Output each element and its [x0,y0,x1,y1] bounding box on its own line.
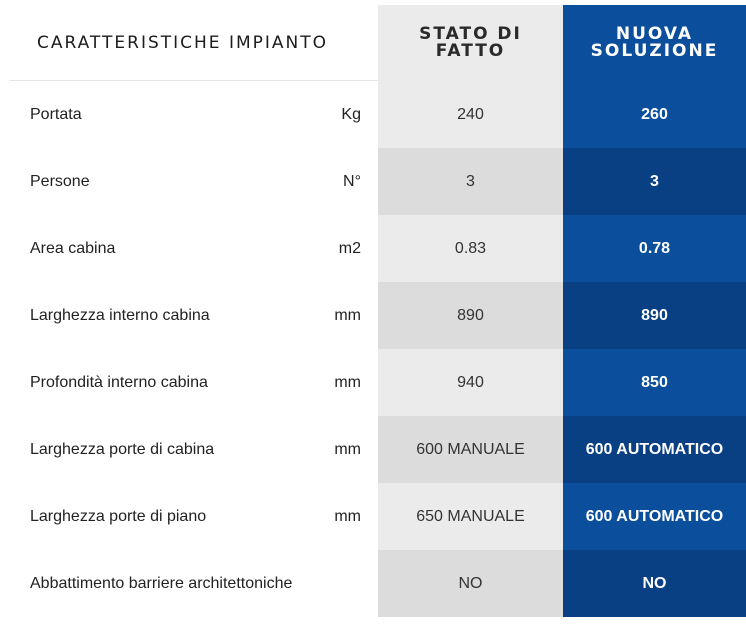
row-old-value: 940 [378,349,563,416]
table-row: Portata Kg 240 260 [0,81,746,148]
row-name: Larghezza porte di piano [30,508,207,525]
row-name: Larghezza interno cabina [30,307,210,324]
row-old-value: 3 [378,148,563,215]
row-unit: N° [343,173,361,190]
table-row: Larghezza porte di cabina mm 600 MANUALE… [0,416,746,483]
row-new-value: 0.78 [563,215,746,282]
row-new-value: 600 AUTOMATICO [563,483,746,550]
row-unit: mm [334,307,361,324]
row-new-value: 3 [563,148,746,215]
table-row: Profondità interno cabina mm 940 850 [0,349,746,416]
row-unit [300,550,361,617]
row-old-value: 890 [378,282,563,349]
row-unit: mm [334,441,361,458]
row-new-value: 890 [563,282,746,349]
table-row: Persone N° 3 3 [0,148,746,215]
row-unit: Kg [341,106,361,123]
table-row: Larghezza interno cabina mm 890 890 [0,282,746,349]
table-row: Area cabina m2 0.83 0.78 [0,215,746,282]
row-name: Area cabina [30,240,116,257]
header-label-cell: CARATTERISTICHE IMPIANTO [10,5,378,81]
row-name: Portata [30,106,82,123]
row-old-value: 600 MANUALE [378,416,563,483]
row-name: Persone [30,173,90,190]
row-name: Larghezza porte di cabina [30,441,215,458]
row-old-value: 650 MANUALE [378,483,563,550]
row-new-value: 260 [563,81,746,148]
header-old-cell: STATO DI FATTO [378,5,563,81]
row-unit: m2 [338,240,361,257]
row-name: Abbattimento barriere architettoniche [30,575,293,592]
row-unit: mm [334,508,361,525]
row-new-value: 850 [563,349,746,416]
row-old-value: 240 [378,81,563,148]
row-new-value: NO [563,550,746,617]
table-row: Abbattimento barriere architettoniche NO… [0,550,746,617]
row-name: Profondità interno cabina [30,374,208,391]
header-new-cell: NUOVA SOLUZIONE [563,5,746,81]
row-new-value: 600 AUTOMATICO [563,416,746,483]
row-unit: mm [334,374,361,391]
header-old: STATO DI FATTO [419,24,522,61]
row-old-value: 0.83 [378,215,563,282]
row-old-value: NO [378,550,563,617]
header-label: CARATTERISTICHE IMPIANTO [37,32,329,53]
header-new: NUOVA SOLUZIONE [590,24,719,61]
table-row: Larghezza porte di piano mm 650 MANUALE … [0,483,746,550]
